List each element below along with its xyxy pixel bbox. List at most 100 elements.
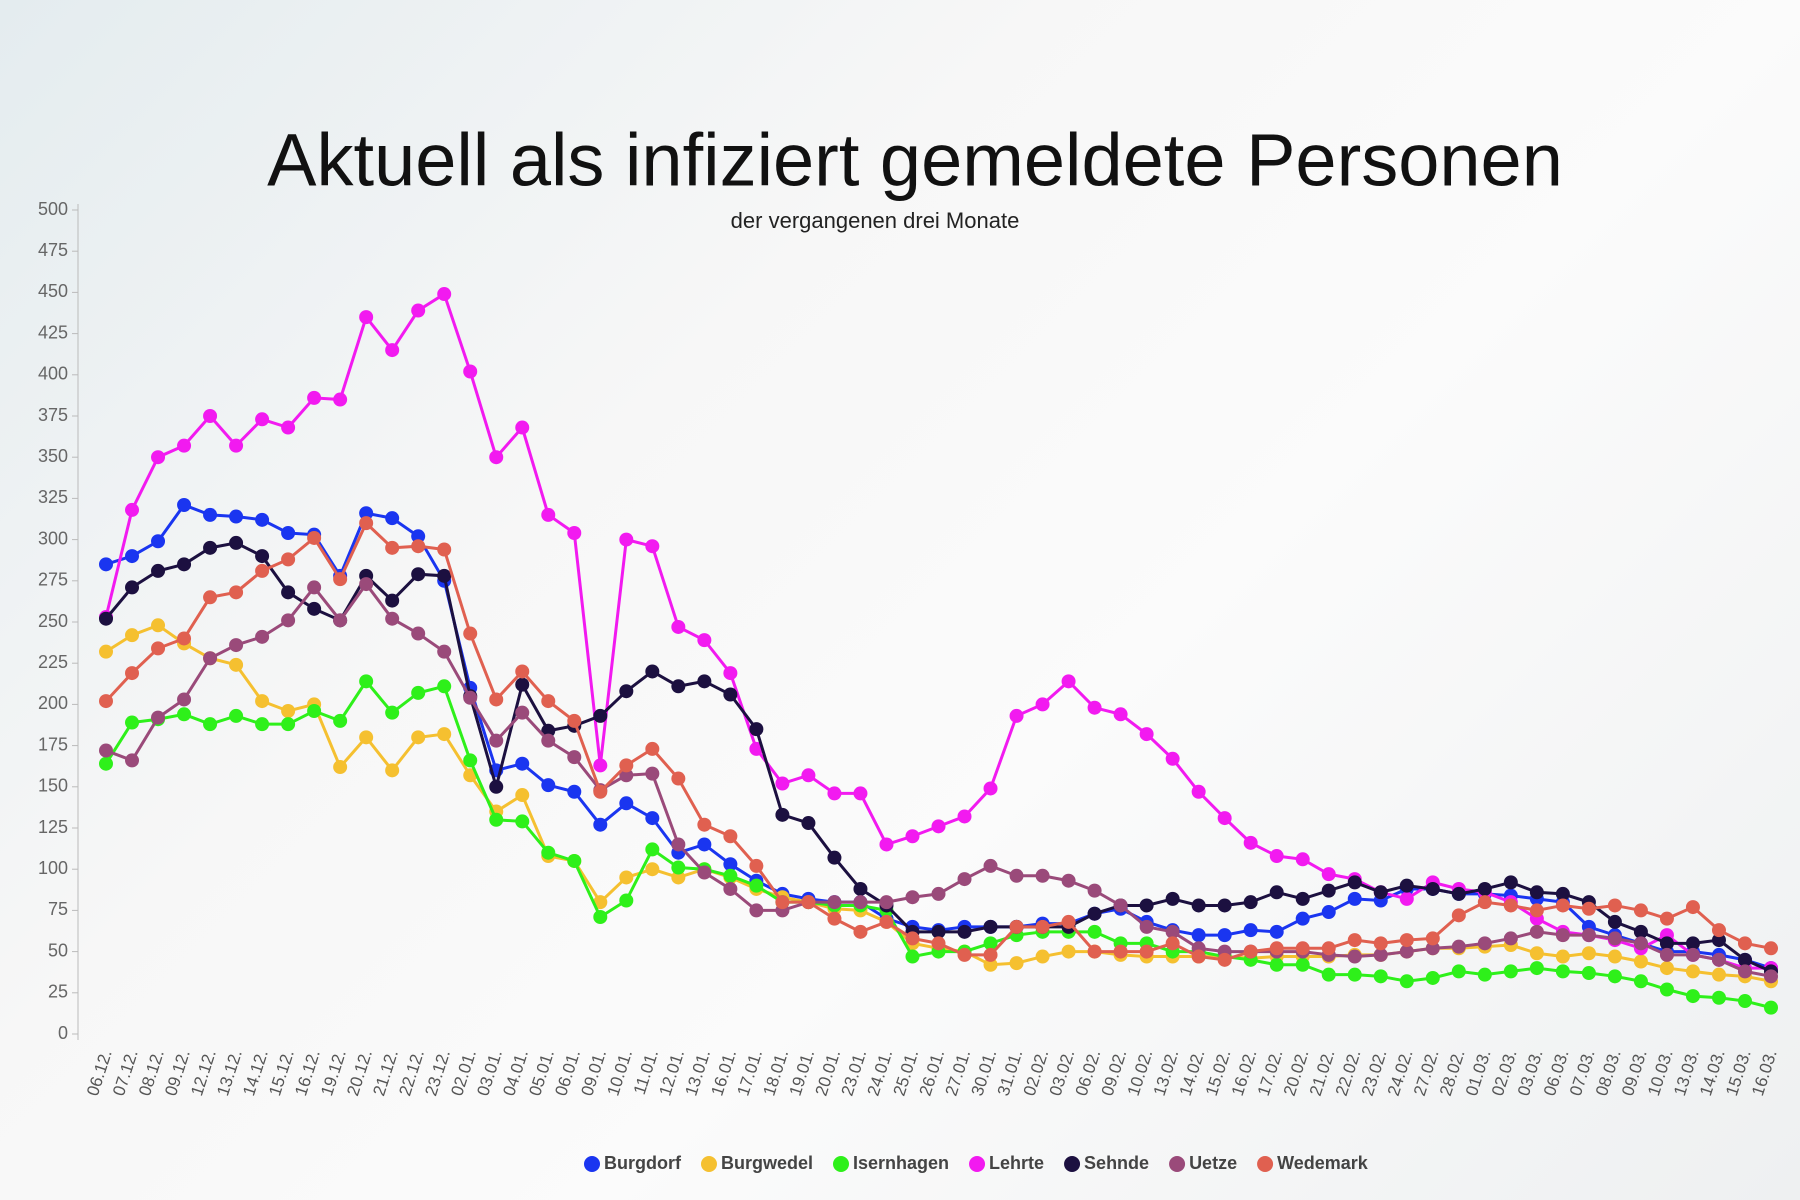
y-tick-label: 125 [38,817,68,837]
point [1295,941,1310,956]
legend-marker [1169,1156,1186,1172]
point [645,842,660,857]
point [151,450,166,465]
point [1555,949,1570,964]
point [671,679,686,694]
legend-label: Burgwedel [721,1153,813,1173]
point [619,532,634,547]
point [1659,911,1674,926]
point [1659,947,1674,962]
point [333,713,348,728]
point [411,539,426,554]
point [1607,931,1622,946]
point [1295,911,1310,926]
point [1711,967,1726,982]
legend-marker [1257,1156,1274,1172]
point [1764,969,1778,984]
point [1321,941,1336,956]
point [1295,891,1310,906]
point [385,763,400,778]
point [853,786,868,801]
point [1373,885,1388,900]
point [1529,885,1544,900]
point [645,811,660,826]
point [1503,931,1518,946]
point [697,633,712,648]
point [1529,903,1544,918]
point [281,552,296,567]
point [1685,936,1700,951]
point [827,850,842,865]
point [1061,914,1076,929]
point [619,768,634,783]
point [1269,849,1284,864]
point [879,837,894,852]
point [281,526,296,541]
point [1685,900,1700,915]
point [593,817,608,832]
point [125,580,140,595]
point [1321,905,1336,920]
point [957,809,972,824]
point [203,651,218,666]
point [489,779,504,794]
point [229,585,244,600]
point [931,819,946,834]
point [1321,967,1336,982]
point [541,778,556,793]
point [1191,784,1206,799]
point [1243,923,1258,938]
point [645,766,660,781]
point [281,420,296,435]
point [177,497,192,512]
point [671,860,686,875]
y-tick-label: 375 [38,405,68,425]
point [1607,969,1622,984]
point [957,924,972,939]
point [1633,903,1648,918]
point [1009,708,1024,723]
point [905,890,920,905]
point [437,727,452,742]
point [1529,946,1544,961]
point [749,903,764,918]
point [203,590,218,605]
legend-label: Uetze [1189,1153,1237,1173]
point [359,730,374,745]
point [489,450,504,465]
point [437,287,452,302]
legend-marker [833,1156,849,1172]
point [1061,944,1076,959]
y-tick-label: 400 [38,364,68,384]
point [1373,969,1388,984]
point [827,786,842,801]
point [229,708,244,723]
point [177,707,192,722]
point [1217,898,1232,913]
point [125,502,140,517]
y-tick-label: 0 [58,1023,68,1043]
point [983,936,998,951]
point [151,534,166,549]
point [931,936,946,951]
point [99,694,113,709]
point [307,530,322,545]
point [593,909,608,924]
point [333,392,348,407]
y-tick-label: 250 [38,611,68,631]
y-tick-label: 150 [38,776,68,796]
point [1555,928,1570,943]
point [541,723,556,738]
point [385,511,400,526]
point [307,580,322,595]
point [1009,956,1024,971]
point [1113,898,1128,913]
point [1191,898,1206,913]
point [1191,928,1206,943]
point [1477,881,1492,896]
point [1633,974,1648,989]
point [723,857,738,872]
point [1555,964,1570,979]
point [1165,936,1180,951]
point [1139,944,1154,959]
